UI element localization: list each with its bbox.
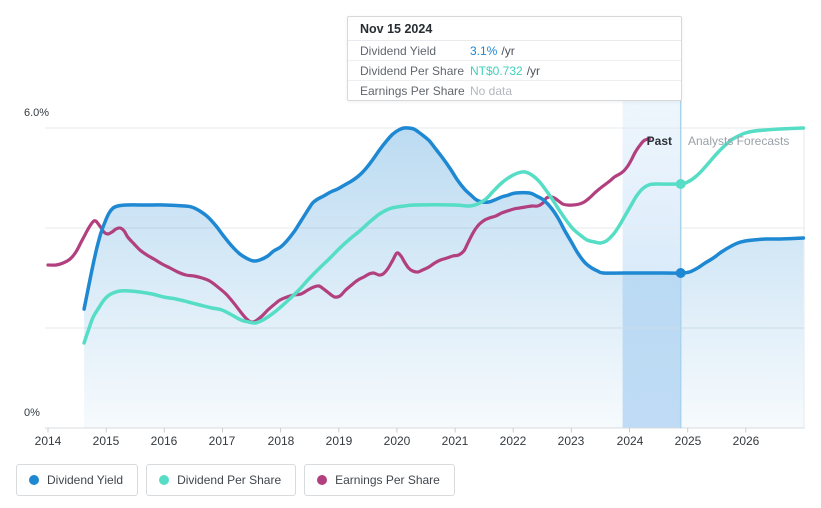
y-axis-label-zero: 0% [24,407,40,419]
dividend-yield-line [82,126,806,311]
x-tick-label: 2026 [732,434,760,448]
x-tick-label: 2015 [92,434,120,448]
tooltip-label: Dividend Per Share [360,63,465,78]
x-tick-label: 2016 [150,434,178,448]
x-tick-label: 2025 [674,434,702,448]
legend-item-earnings-per-share[interactable]: Earnings Per Share [304,464,455,496]
x-tick-label: 2018 [267,434,295,448]
legend-item-dividend-yield[interactable]: Dividend Yield [16,464,139,496]
legend-label: Dividend Yield [47,473,124,487]
x-tick-label: 2014 [34,434,62,448]
x-tick-label: 2020 [383,434,411,448]
x-tick-label: 2023 [557,434,585,448]
tooltip-value: No data [470,83,513,98]
dividend-yield-marker [675,268,686,278]
legend: Dividend Yield Dividend Per Share Earnin… [16,464,455,496]
dividend-yield-dot-icon [29,475,39,485]
tooltip: Nov 15 2024 Dividend Yield 3.1% /yr Divi… [347,16,682,101]
tooltip-value: 3.1% [470,43,498,58]
tooltip-value: NT$0.732 [470,63,523,78]
dividend-per-share-line [82,126,806,345]
tooltip-row-dividend-yield: Dividend Yield 3.1% /yr [348,41,681,61]
tooltip-label: Earnings Per Share [360,83,465,98]
legend-label: Dividend Per Share [177,473,282,487]
tooltip-unit: /yr [501,43,515,58]
x-tick-label: 2017 [208,434,236,448]
x-tick-label: 2021 [441,434,469,448]
past-label: Past [646,134,672,148]
y-axis-label-top: 6.0% [24,107,50,119]
x-tick-label: 2022 [499,434,527,448]
dividend-per-share-marker [675,179,686,189]
x-tick-label: 2019 [325,434,353,448]
x-tick-label: 2024 [616,434,644,448]
tooltip-row-earnings-per-share: Earnings Per Share No data [348,81,681,100]
dividend-per-share-dot-icon [159,475,170,485]
tooltip-row-dividend-per-share: Dividend Per Share NT$0.732 /yr [348,61,681,81]
earnings-per-share-line [46,137,651,324]
tooltip-date: Nov 15 2024 [348,17,681,41]
analysts-forecasts-label: Analysts Forecasts [688,134,790,148]
legend-item-dividend-per-share[interactable]: Dividend Per Share [146,464,297,496]
dividend-yield-area [84,127,804,428]
tooltip-label: Dividend Yield [360,43,437,58]
legend-label: Earnings Per Share [335,473,440,487]
earnings-per-share-dot-icon [317,475,328,485]
tooltip-unit: /yr [526,63,541,78]
